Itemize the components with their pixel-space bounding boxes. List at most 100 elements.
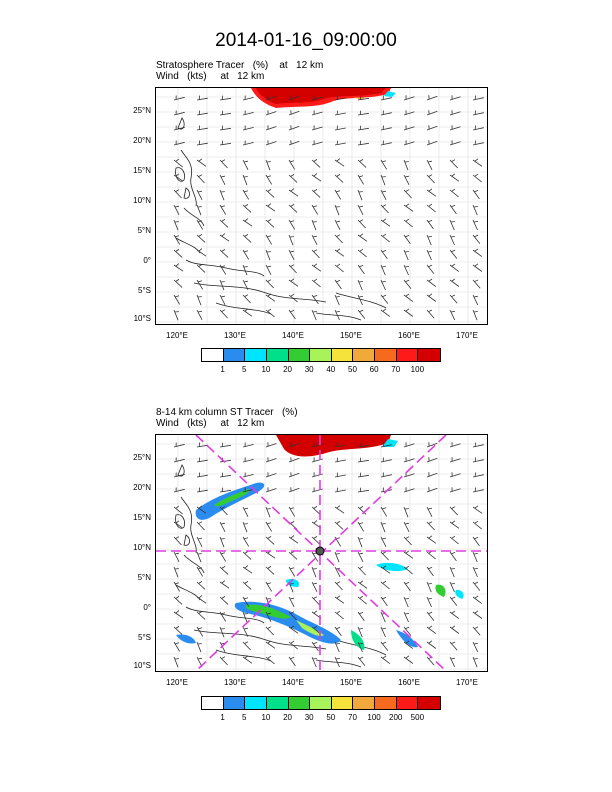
wind-barb (472, 610, 483, 619)
wind-barb (311, 625, 321, 635)
wind-barb (242, 611, 248, 623)
colorbar-label: 100 (367, 713, 381, 722)
wind-barb (334, 487, 346, 493)
colorbar-label: 10 (261, 365, 271, 374)
wind-barb (334, 610, 344, 620)
wind-barb (403, 536, 412, 546)
wind-barb (173, 279, 183, 288)
wind-barb (288, 264, 297, 274)
wind-barb (472, 626, 481, 636)
wind-barb (265, 234, 273, 245)
wind-barb (219, 294, 226, 305)
wind-barb (380, 442, 392, 448)
wind-barb (403, 110, 415, 116)
wind-barb (426, 159, 433, 170)
wind-barb (242, 551, 252, 560)
wind-barb (472, 263, 483, 272)
wind-barb (472, 505, 483, 514)
lon-tick-label: 120°E (166, 678, 188, 687)
wind-barb (449, 204, 457, 215)
wind-barb (265, 611, 272, 622)
wind-barb (472, 279, 481, 289)
wind-barb (449, 581, 455, 593)
wind-barb (334, 595, 345, 604)
wind-barb (265, 249, 271, 261)
wind-barb (219, 566, 229, 575)
wind-barb (334, 248, 345, 257)
wind-barb (472, 581, 481, 591)
wind-barb (288, 442, 300, 448)
wind-barb (288, 125, 300, 131)
wind-barb (219, 140, 231, 146)
wind-barb (426, 125, 438, 131)
wind-barb (403, 189, 412, 199)
wind-barb (219, 264, 227, 275)
wind-barb (242, 95, 254, 101)
wind-barb (380, 641, 389, 651)
wind-barb (380, 233, 390, 243)
wind-barb (219, 279, 225, 291)
wind-barb (403, 521, 410, 532)
wind-barb (472, 234, 481, 244)
wind-barb (449, 140, 461, 146)
wind-barb (219, 189, 225, 201)
wind-barb (196, 279, 204, 290)
colorbar-label: 50 (348, 365, 357, 374)
wind-barb (311, 173, 322, 182)
wind-barb (403, 472, 415, 478)
wind-barb (380, 95, 392, 101)
colorbar-label: 5 (242, 365, 247, 374)
wind-barb (265, 140, 277, 146)
wind-barb (288, 566, 296, 577)
top-map-canvas (156, 88, 487, 324)
wind-barb (219, 506, 228, 516)
wind-barb (334, 140, 346, 146)
wind-barb (265, 159, 271, 171)
wind-barb (173, 249, 183, 258)
top-coastlines (175, 117, 387, 321)
wind-barb (173, 487, 185, 493)
wind-barb (380, 204, 389, 214)
wind-barb (242, 506, 249, 517)
wind-barb (472, 173, 482, 183)
wind-barb (288, 159, 296, 170)
wind-barb (380, 580, 390, 590)
wind-barb (449, 219, 455, 231)
wind-barb (472, 248, 483, 257)
lon-tick-label: 130°E (224, 678, 246, 687)
wind-barb (426, 188, 437, 197)
wind-barb (219, 656, 228, 666)
colorbar-swatch (288, 349, 311, 361)
wind-barb (403, 581, 411, 592)
wind-barb (380, 218, 391, 227)
wind-barb (426, 140, 438, 146)
wind-barb (311, 234, 318, 245)
wind-barb (311, 472, 323, 478)
wind-barb (242, 218, 253, 227)
lon-tick-label: 130°E (224, 331, 246, 340)
lat-tick-label: 10°S (133, 661, 151, 670)
wind-barb (196, 158, 207, 167)
wind-barb (242, 110, 254, 116)
wind-barb (265, 95, 277, 101)
wind-barb (242, 655, 253, 664)
lon-tick-label: 140°E (282, 678, 304, 687)
wind-barb (334, 110, 346, 116)
wind-barb (403, 218, 413, 228)
wind-barb (288, 457, 300, 463)
colorbar-label: 60 (369, 365, 379, 374)
wind-barb (311, 596, 320, 606)
wind-barb (426, 487, 438, 493)
wind-barb (357, 551, 364, 562)
bottom-subtitle-line2: Wind (kts) at 12 km (156, 418, 265, 429)
wind-barb (472, 536, 480, 547)
wind-barb (265, 487, 277, 493)
lat-tick-label: 10°N (133, 196, 151, 205)
lat-tick-label: 0° (143, 256, 151, 265)
colorbar-swatch (396, 697, 419, 709)
wind-barb (403, 611, 409, 623)
wind-barb (196, 95, 208, 101)
colorbar-swatch (418, 349, 440, 361)
wind-barb (380, 140, 392, 146)
wind-barb (219, 611, 227, 622)
